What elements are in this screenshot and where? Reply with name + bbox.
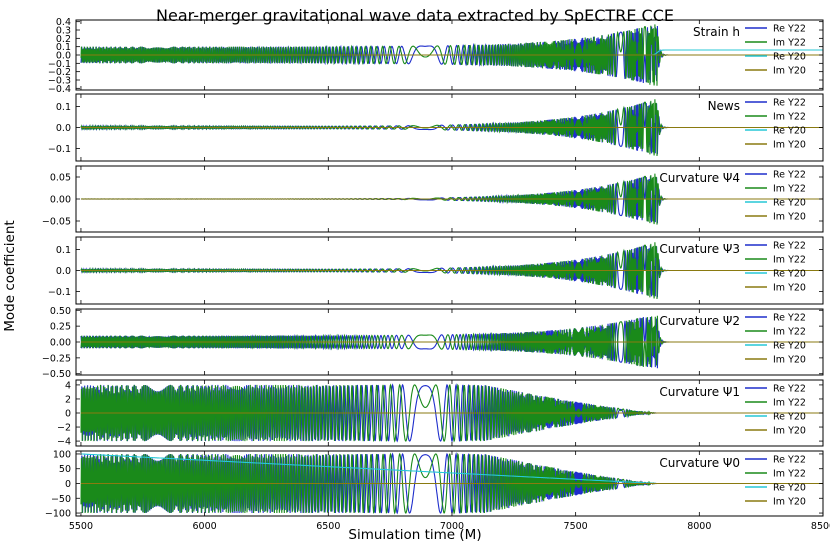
panel-label: Curvature Ψ2 (659, 314, 740, 328)
legend-label: Re Y22 (773, 98, 806, 109)
legend-label: Im Y22 (773, 469, 806, 480)
legend-label: Im Y20 (773, 426, 806, 437)
y-tick-label: −0.05 (42, 217, 71, 228)
y-tick-label: −100 (45, 509, 71, 520)
y-tick-label: −2 (57, 423, 71, 434)
panel-label: Curvature Ψ0 (659, 456, 740, 470)
x-tick-label: 6500 (316, 521, 340, 532)
x-tick-label: 7500 (564, 521, 588, 532)
legend-label: Im Y22 (773, 112, 806, 123)
panel-2: −0.05 0.00 0.05 Curvature Ψ4 Re Y22 Im Y22 Re … (42, 165, 824, 233)
legend-label: Re Y20 (773, 483, 806, 494)
legend-label: Im Y20 (773, 497, 806, 508)
legend-label: Im Y20 (773, 66, 806, 77)
y-tick-label: −0.3 (48, 76, 71, 87)
y-tick-label: −0.4 (48, 84, 71, 95)
x-axis-label: Simulation time (M) (348, 527, 482, 543)
y-tick-label: 0.00 (50, 195, 71, 206)
panel-5: −4 −2 0 2 4 Curvature Ψ1 Re Y22 Im Y22 Re Y20 Im … (57, 379, 824, 448)
y-tick-label: 0.0 (56, 266, 71, 277)
y-tick-label: −50 (51, 494, 71, 505)
legend-label: Re Y20 (773, 52, 806, 63)
y-tick-label: −0.1 (48, 59, 71, 70)
legend-label: Im Y20 (773, 212, 806, 223)
legend-label: Re Y22 (773, 455, 806, 466)
legend-label: Re Y22 (773, 313, 806, 324)
legend-label: Im Y20 (773, 140, 806, 151)
x-tick-label: 6000 (193, 521, 217, 532)
y-tick-label: 0.1 (56, 102, 71, 113)
panel-1: −0.1 0.0 0.1 News Re Y22 Im Y22 Re Y20 Im Y20 (48, 93, 824, 162)
y-tick-label: 0.4 (56, 17, 71, 28)
y-tick-label: −0.2 (48, 67, 71, 78)
legend-label: Re Y22 (773, 384, 806, 395)
y-tick-label: 0.1 (56, 42, 71, 53)
y-tick-label: 0.2 (56, 34, 71, 45)
y-tick-label: 0.1 (56, 245, 71, 256)
panel-3: −0.1 0.0 0.1 Curvature Ψ3 Re Y22 Im Y22 Re Y20… (48, 236, 824, 305)
legend-label: Re Y20 (773, 412, 806, 423)
legend-label: Im Y22 (773, 327, 806, 338)
y-tick-label: −0.25 (42, 353, 71, 364)
legend-label: Im Y22 (773, 38, 806, 49)
y-tick-label: 50 (59, 464, 71, 475)
panel-label: Curvature Ψ3 (659, 242, 740, 256)
legend-label: Re Y20 (773, 269, 806, 280)
panel-label: Curvature Ψ1 (659, 385, 740, 399)
y-tick-label: 0 (65, 409, 71, 420)
y-tick-label: −0.50 (42, 369, 71, 380)
legend-label: Im Y22 (773, 255, 806, 266)
panel-0: −0.4−0.3−0.2−0.10.00.10.20.30.4 Strain h R… (48, 17, 824, 95)
panel-label: Strain h (693, 25, 740, 39)
legend-label: Im Y22 (773, 398, 806, 409)
x-tick-label: 5500 (69, 521, 93, 532)
y-tick-label: −0.1 (48, 287, 71, 298)
x-tick-label: 8500 (811, 521, 830, 532)
y-tick-label: 0 (65, 479, 71, 490)
x-tick-label: 8000 (687, 521, 711, 532)
y-tick-label: 0.0 (56, 123, 71, 134)
y-tick-label: −0.1 (48, 144, 71, 155)
y-tick-label: 0.05 (50, 173, 71, 184)
panel-label: Curvature Ψ4 (659, 171, 740, 185)
y-tick-label: 2 (65, 394, 71, 405)
legend-label: Re Y22 (773, 24, 806, 35)
y-tick-label: 0.25 (50, 322, 71, 333)
y-tick-label: 0.0 (56, 51, 71, 62)
legend-label: Im Y20 (773, 355, 806, 366)
y-tick-label: −4 (57, 437, 71, 448)
legend-label: Re Y20 (773, 341, 806, 352)
y-tick-label: 0.00 (50, 338, 71, 349)
y-tick-label: 0.3 (56, 26, 71, 37)
y-tick-label: 0.50 (50, 306, 71, 317)
legend-label: Re Y20 (773, 126, 806, 137)
x-tick-label: 7000 (440, 521, 464, 532)
panel-4: −0.50 −0.25 0.00 0.25 0.50 Curvature Ψ2 Re Y22… (42, 306, 824, 380)
panel-label: News (708, 99, 740, 113)
panel-6: −100 −50 0 50 100 Curvature Ψ0 Re Y22 Im Y22 Re … (45, 449, 824, 520)
legend-label: Re Y22 (773, 241, 806, 252)
legend-label: Im Y22 (773, 184, 806, 195)
y-tick-label: 100 (53, 449, 71, 460)
y-tick-label: 4 (65, 380, 71, 391)
legend-label: Re Y20 (773, 198, 806, 209)
legend-label: Im Y20 (773, 283, 806, 294)
legend-label: Re Y22 (773, 170, 806, 181)
